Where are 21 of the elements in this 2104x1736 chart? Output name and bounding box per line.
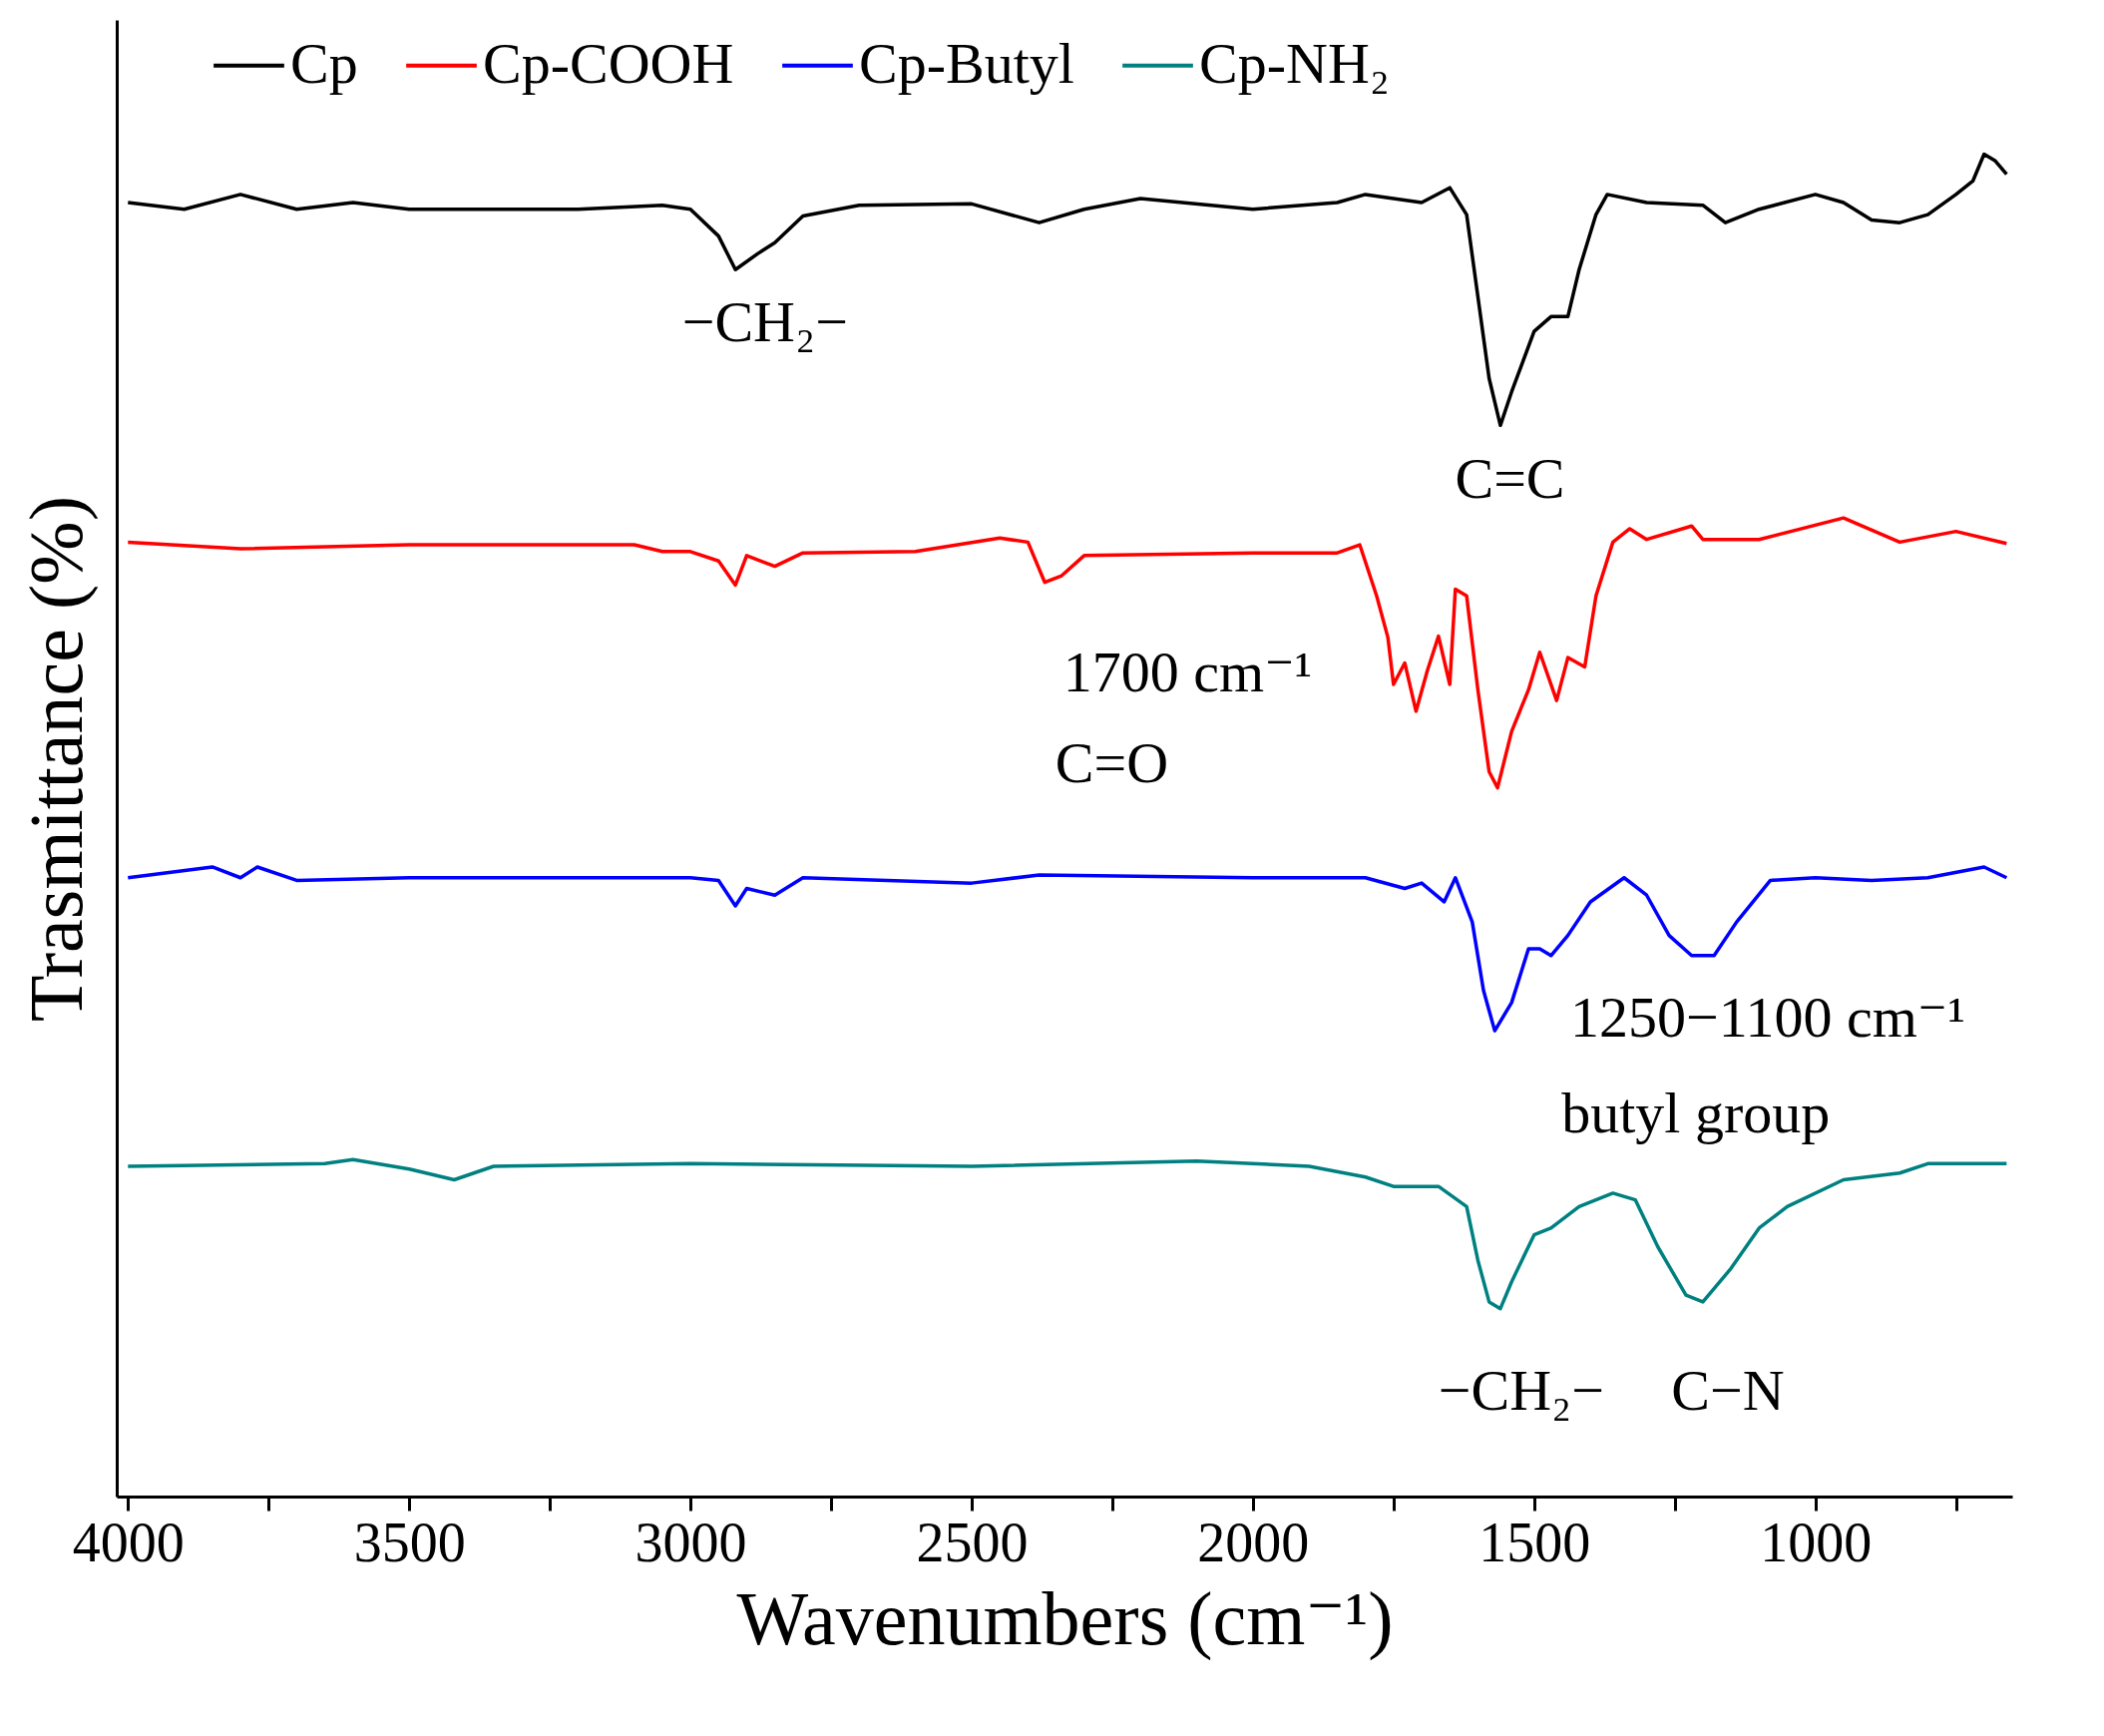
legend-label: Cp [290,30,358,96]
legend-label: Cp-NH₂ [1199,30,1390,96]
annotation: C=O [1054,730,1169,796]
legend-label: Cp-Butyl [859,30,1074,96]
x-tick-label: 3500 [353,1511,466,1573]
x-tick-label: 1000 [1760,1511,1873,1573]
x-tick-label: 2000 [1197,1511,1310,1573]
y-axis-title: Trasmittance (%) [13,496,99,1022]
annotation: C=C [1455,445,1565,511]
x-tick-label: 3000 [634,1511,747,1573]
x-axis-title: Wavenumbers (cm⁻¹) [736,1575,1394,1661]
x-tick-label: 4000 [72,1511,185,1573]
annotation: 1700 cm⁻¹ [1062,639,1313,704]
annotation: −CH₂− [681,288,848,354]
x-tick-label: 1500 [1478,1511,1591,1573]
annotation: butyl group [1561,1081,1831,1146]
annotation: −CH₂− [1438,1358,1605,1424]
x-tick-label: 2500 [916,1511,1029,1573]
annotation: 1250−1100 cm⁻¹ [1569,984,1965,1050]
annotation: C−N [1671,1358,1785,1424]
legend-label: Cp-COOH [483,30,734,96]
